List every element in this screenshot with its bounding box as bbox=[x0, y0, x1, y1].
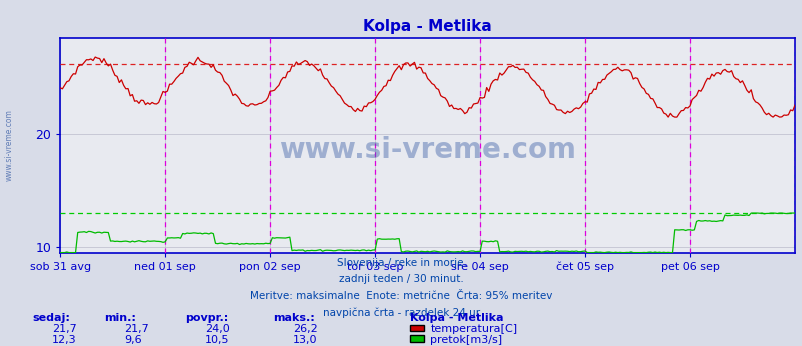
Text: 26,2: 26,2 bbox=[293, 324, 318, 334]
Text: www.si-vreme.com: www.si-vreme.com bbox=[279, 136, 575, 164]
Text: 21,7: 21,7 bbox=[124, 324, 149, 334]
Title: Kolpa - Metlika: Kolpa - Metlika bbox=[363, 19, 492, 34]
Text: pretok[m3/s]: pretok[m3/s] bbox=[430, 335, 502, 345]
Text: 12,3: 12,3 bbox=[52, 335, 77, 345]
Text: Meritve: maksimalne  Enote: metrične  Črta: 95% meritev: Meritve: maksimalne Enote: metrične Črta… bbox=[250, 291, 552, 301]
Text: Kolpa - Metlika: Kolpa - Metlika bbox=[409, 313, 502, 323]
Text: www.si-vreme.com: www.si-vreme.com bbox=[5, 109, 14, 181]
Text: 21,7: 21,7 bbox=[52, 324, 77, 334]
Text: temperatura[C]: temperatura[C] bbox=[430, 324, 516, 334]
Text: min.:: min.: bbox=[104, 313, 136, 323]
Text: povpr.:: povpr.: bbox=[184, 313, 228, 323]
Text: maks.:: maks.: bbox=[273, 313, 314, 323]
Text: navpična črta - razdelek 24 ur: navpična črta - razdelek 24 ur bbox=[322, 308, 480, 318]
Text: zadnji teden / 30 minut.: zadnji teden / 30 minut. bbox=[338, 274, 464, 284]
Text: 13,0: 13,0 bbox=[293, 335, 318, 345]
Text: 10,5: 10,5 bbox=[205, 335, 229, 345]
Text: 24,0: 24,0 bbox=[205, 324, 229, 334]
Text: 9,6: 9,6 bbox=[124, 335, 142, 345]
Text: sedaj:: sedaj: bbox=[32, 313, 70, 323]
Text: Slovenija / reke in morje.: Slovenija / reke in morje. bbox=[336, 258, 466, 268]
